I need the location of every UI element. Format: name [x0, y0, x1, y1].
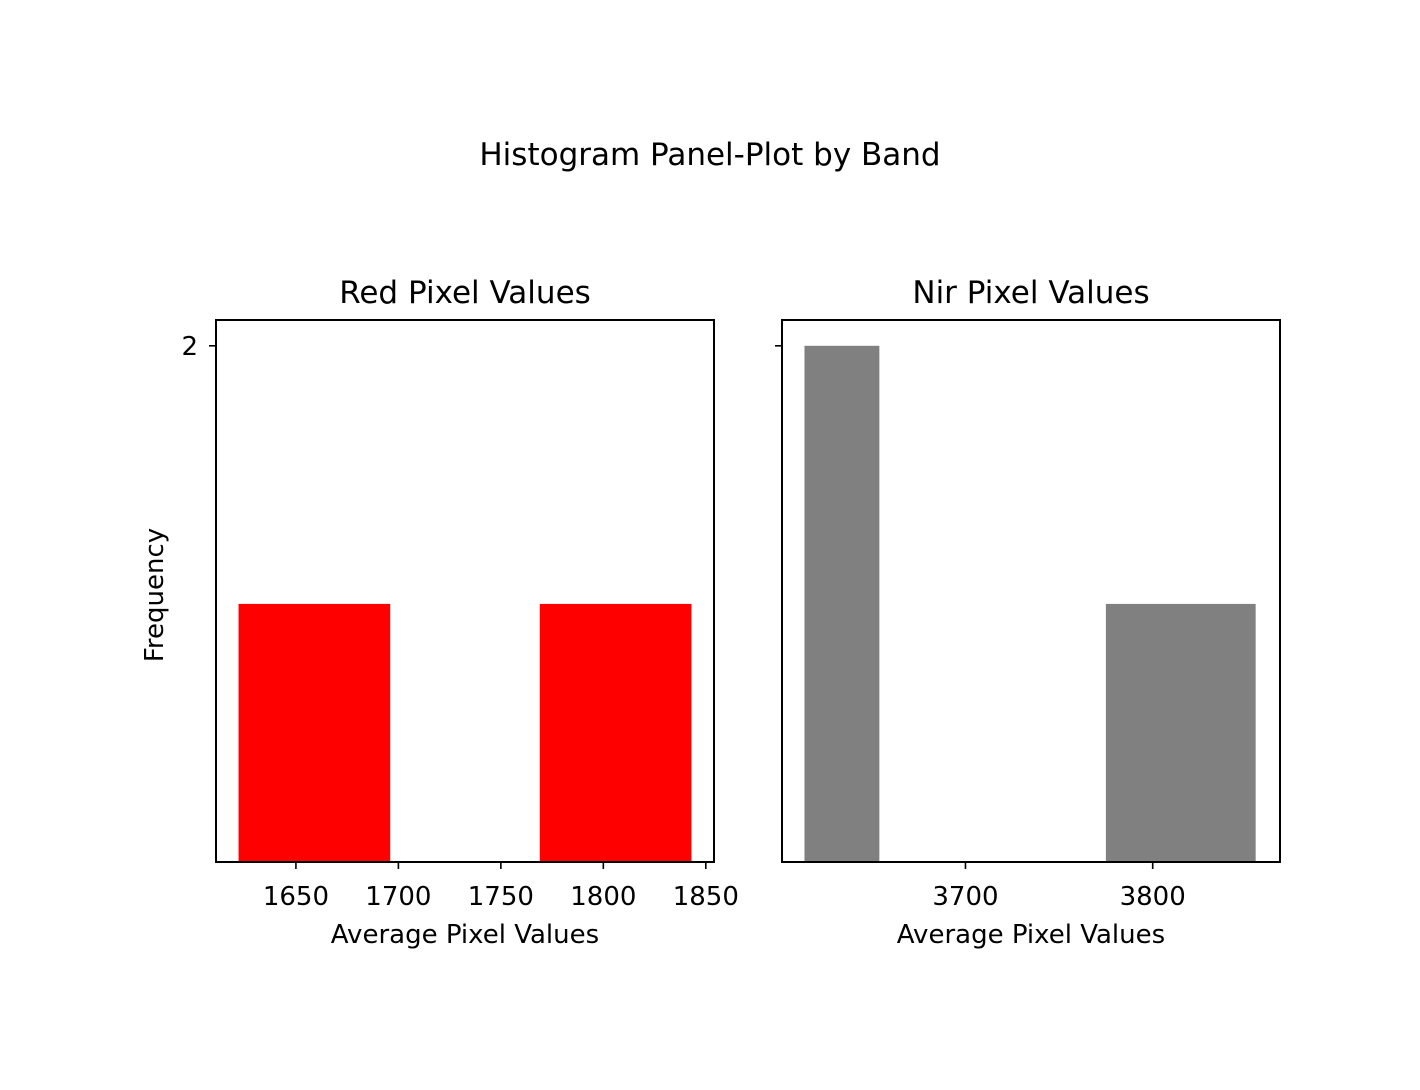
x-tick-label-nir-1: 3800 [1120, 882, 1186, 912]
figure-suptitle: Histogram Panel-Plot by Band [479, 137, 940, 173]
axes-frame-nir [781, 319, 1281, 863]
histogram-bar-nir-2 [1105, 603, 1256, 862]
x-tick-label-nir-0: 3700 [932, 882, 998, 912]
x-axis-label-red: Average Pixel Values [331, 920, 599, 950]
x-axis-label-nir: Average Pixel Values [897, 920, 1165, 950]
x-tick-label-red-0: 1650 [263, 882, 329, 912]
axes-frame-red [215, 319, 715, 863]
x-tick-label-red-1: 1700 [365, 882, 431, 912]
x-tick-label-red-4: 1850 [673, 882, 739, 912]
panel-title-nir: Nir Pixel Values [912, 275, 1149, 311]
histogram-bar-red-0 [238, 603, 391, 862]
x-tick-label-red-3: 1800 [570, 882, 636, 912]
y-axis-label: Frequency [140, 528, 170, 662]
x-tick-label-red-2: 1750 [468, 882, 534, 912]
panel-red: 1650 1700 1750 1800 1850 2 Red Pixel Values Ave… [181, 275, 738, 950]
histogram-bar-nir-0 [804, 345, 880, 862]
panel-title-red: Red Pixel Values [339, 275, 591, 311]
histogram-bar-red-2 [539, 603, 692, 862]
y-tick-label-red-0: 2 [181, 332, 198, 362]
panel-nir: 3700 3800 Nir Pixel Values Average Pixel Va… [775, 275, 1281, 950]
